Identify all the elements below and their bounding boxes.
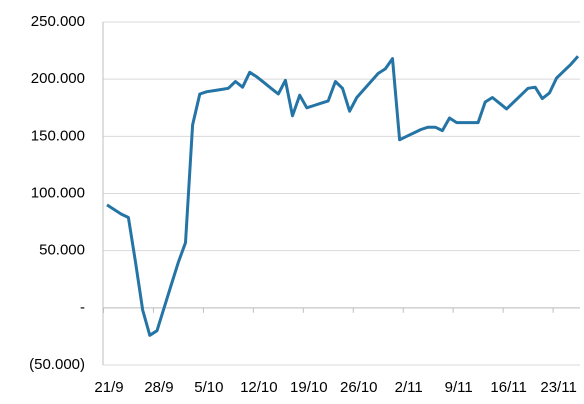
y-tick-label: (50.000) — [29, 356, 85, 373]
line — [106, 55, 580, 337]
y-tick-label: - — [80, 299, 85, 316]
x-tick-label: 19/10 — [290, 379, 328, 396]
x-tick-label: 26/10 — [340, 379, 378, 396]
y-tick-label: 150.000 — [31, 127, 85, 144]
x-tick-label: 16/11 — [490, 379, 526, 396]
x-tick-label: 12/10 — [240, 379, 278, 396]
y-tick-label: 200.000 — [31, 70, 85, 87]
x-tick-label: 9/11 — [445, 379, 473, 396]
x-tick-label: 28/9 — [144, 379, 173, 396]
x-tick-label: 2/11 — [395, 379, 423, 396]
x-tick-label: 5/10 — [194, 379, 223, 396]
y-tick-label: 250.000 — [31, 13, 85, 30]
x-tick-label: 21/9 — [94, 379, 123, 396]
x-tick-label: 23/11 — [540, 379, 576, 396]
y-tick-label: 100.000 — [31, 184, 85, 201]
y-tick-label: 50.000 — [39, 242, 85, 259]
